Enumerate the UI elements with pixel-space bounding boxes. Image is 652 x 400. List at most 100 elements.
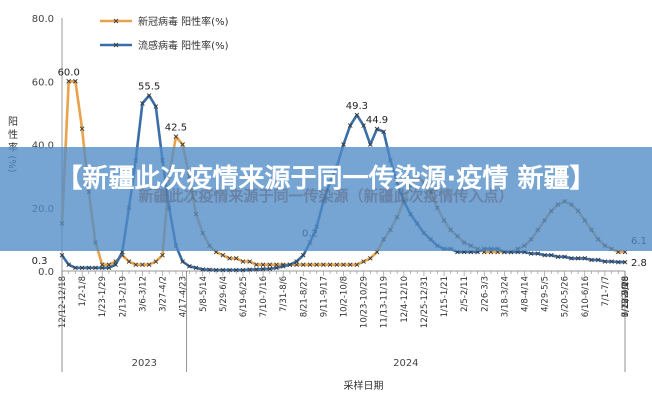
series-1-point [528, 251, 534, 256]
legend-marker-0 [113, 18, 119, 24]
series-0-point [66, 78, 72, 84]
series-1-point [562, 254, 567, 260]
banner-background-text: 新疆此次疫情来源于同一传染源（新疆此次疫情传入点） [138, 187, 514, 205]
year-label-2023: 2023 [132, 358, 157, 369]
series-1-point [113, 262, 118, 267]
series-1-point [595, 257, 601, 263]
x-tick-label: 4/29-5/5 [541, 276, 551, 312]
series-0-point [321, 262, 326, 267]
series-1-point [367, 142, 373, 147]
series-0-point [126, 259, 132, 264]
series-1-point [180, 259, 185, 264]
x-tick-label: 8/21-8/27 [299, 276, 309, 317]
series-0-point [347, 262, 353, 267]
data-label: 60.0 [58, 67, 80, 78]
x-tick-label: 9/11-9/17 [319, 276, 329, 317]
series-0-point [153, 259, 159, 264]
series-0-point [233, 256, 239, 261]
series-0-point [367, 256, 373, 261]
series-0-point [240, 259, 246, 264]
series-1-point [274, 265, 279, 271]
year-label-2024: 2024 [393, 358, 418, 369]
series-0-point [133, 262, 139, 267]
series-0-point [247, 259, 252, 264]
data-label: 42.5 [165, 123, 187, 134]
x-tick-label: 12/25-12/31 [420, 276, 430, 328]
y-axis-label-char: 性 [8, 128, 18, 141]
series-0-point [314, 262, 320, 267]
x-tick-label: 3/27-4/2 [159, 276, 169, 312]
legend-label-0: 新冠病毒 阳性率(%) [138, 15, 229, 28]
x-tick-label: 3/6-3/12 [138, 276, 148, 312]
series-1-point [602, 259, 608, 264]
series-1-point [193, 265, 199, 271]
series-1-point [569, 256, 574, 261]
series-1-point [535, 251, 541, 256]
series-1-point [200, 267, 206, 272]
series-0-point [180, 142, 185, 147]
legend-label-1: 流感病毒 阳性率(%) [138, 39, 229, 52]
x-tick-label: 12/4-12/10 [400, 276, 410, 323]
series-1-point [548, 252, 554, 258]
series-0-point [140, 262, 145, 267]
x-tick-label: 1/2-1/8 [78, 276, 88, 306]
data-label: 49.3 [346, 101, 368, 112]
series-0-point [354, 262, 360, 267]
series-1-point [153, 104, 159, 109]
x-tick-label: 4/8-4/14 [520, 276, 530, 312]
series-0-point [73, 78, 78, 84]
series-0-point [361, 259, 366, 264]
series-0-point [173, 134, 179, 139]
series-1-point [73, 265, 78, 271]
x-tick-label: 11/13-11/19 [380, 276, 390, 328]
series-1-point [79, 265, 85, 271]
x-tick-label: 9/2-9/8 [621, 276, 631, 306]
series-0-point [334, 262, 340, 267]
series-1-point [347, 123, 353, 128]
x-tick-label: 7/10-7/16 [259, 276, 269, 317]
data-label: 55.5 [138, 81, 160, 92]
series-1-point [280, 263, 286, 269]
series-1-point [374, 126, 380, 132]
series-0-point [341, 262, 346, 267]
title-banner [0, 147, 652, 251]
series-1-point [146, 93, 152, 98]
y-tick-label: 40.0 [32, 141, 54, 152]
series-0-point [327, 262, 333, 267]
series-1-point [227, 267, 232, 273]
series-0-point [146, 262, 152, 267]
x-tick-label: 1/23-1/29 [98, 276, 108, 317]
y-tick-label: 80.0 [32, 14, 54, 25]
x-tick-label: 7/31-8/6 [279, 276, 289, 312]
x-tick-label: 7/22-7/28 [621, 276, 631, 317]
banner-title: 【新疆此次疫情来源于同一传染源·疫情 新疆】 [56, 164, 596, 194]
series-1-point [59, 252, 65, 258]
series-1-point [240, 267, 246, 273]
data-label: 2.8 [631, 258, 647, 269]
x-tick-label: 6/10-6/16 [581, 276, 591, 317]
x-tick-label: 12/12-12/18 [58, 276, 68, 328]
series-1-point [207, 267, 212, 273]
series-1-point [86, 265, 92, 271]
series-1-point [140, 101, 145, 106]
series-1-point [187, 263, 192, 269]
x-axis-label: 采样日期 [344, 379, 384, 392]
series-0-point [307, 262, 313, 267]
series-1-point [361, 123, 366, 128]
series-0-point [300, 262, 306, 267]
series-1-point [99, 265, 105, 271]
series-0-point [227, 256, 232, 261]
series-1-point [254, 267, 259, 272]
series-1-point [615, 259, 621, 265]
series-0-point [260, 262, 266, 267]
x-tick-label: 5/29-6/4 [219, 276, 229, 312]
series-1-point [260, 266, 266, 272]
series-0-point [160, 252, 165, 258]
series-1-point [93, 265, 98, 271]
data-label: 0.3 [32, 256, 48, 267]
series-1-point [220, 267, 226, 273]
series-1-point [555, 254, 561, 260]
series-1-point [213, 267, 219, 273]
x-tick-label: 2/13-2/19 [118, 276, 128, 317]
